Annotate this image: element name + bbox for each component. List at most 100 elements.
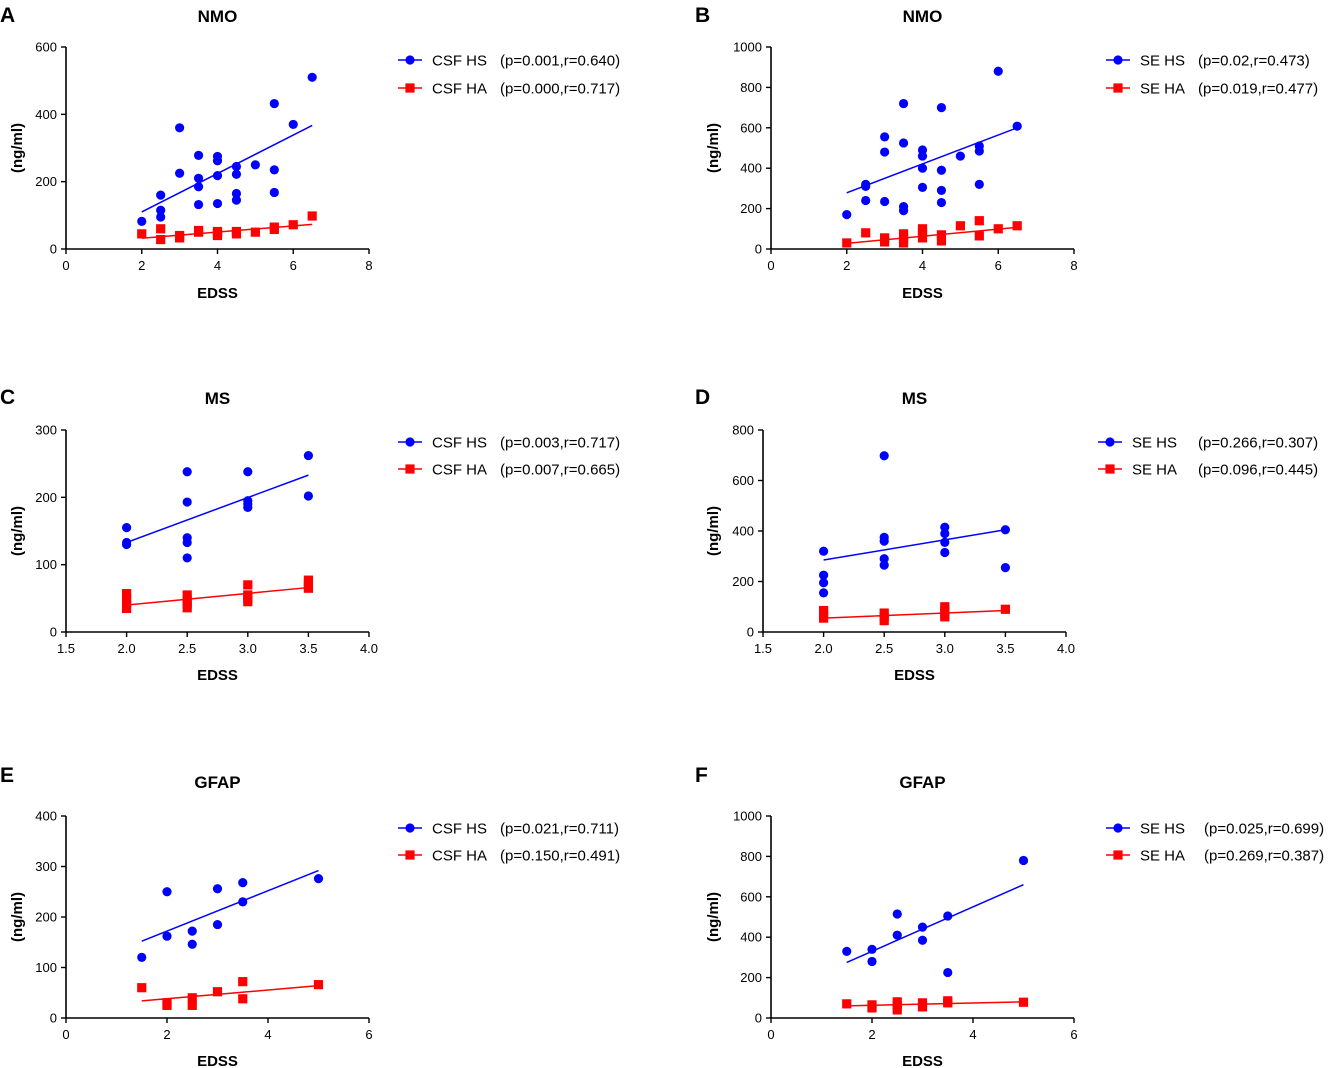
legend-stats: (p=0.000,r=0.717) <box>500 81 620 98</box>
data-point <box>917 1002 928 1012</box>
data-point <box>1012 221 1022 231</box>
data-point <box>182 537 192 548</box>
y-tick-label: 400 <box>740 161 762 176</box>
data-point <box>182 603 192 613</box>
data-point <box>269 187 279 198</box>
legend-stats: (p=0.269,r=0.387) <box>1204 848 1324 865</box>
data-point <box>193 182 204 192</box>
data-point <box>269 98 279 109</box>
x-tick-label: 4 <box>919 258 926 273</box>
data-point <box>880 237 890 247</box>
y-tick-label: 1000 <box>733 809 762 824</box>
data-point <box>162 1000 172 1010</box>
y-tick-label: 300 <box>35 423 57 438</box>
data-point <box>231 195 242 205</box>
data-point <box>1018 997 1029 1007</box>
data-point <box>974 146 984 156</box>
y-tick-label: 600 <box>35 40 57 55</box>
legend-marker <box>405 464 415 474</box>
data-point <box>187 993 197 1003</box>
data-point <box>879 560 889 570</box>
series-se-ha <box>842 996 1029 1015</box>
x-axis-label: EDSS <box>902 1053 943 1068</box>
y-tick-label: 0 <box>755 242 762 257</box>
data-point <box>819 613 829 623</box>
data-point <box>879 451 889 461</box>
legend-label: CSF HA <box>432 462 487 479</box>
y-tick-label: 600 <box>732 473 754 488</box>
y-axis-label: (ng/ml) <box>9 506 26 556</box>
data-point <box>156 190 166 200</box>
y-tick-label: 400 <box>732 524 754 539</box>
data-point <box>936 236 947 246</box>
panel-letter: E <box>0 764 14 787</box>
data-point <box>898 206 909 216</box>
legend-entry: SE HS (p=0.266,r=0.307) <box>1098 435 1318 452</box>
data-point <box>212 230 223 241</box>
data-point <box>212 919 223 930</box>
y-tick-label: 0 <box>50 1011 57 1026</box>
data-point <box>231 161 242 172</box>
regression-line <box>846 226 1018 245</box>
legend-entry: CSF HS (p=0.003,r=0.717) <box>398 435 620 452</box>
legend-label: CSF HA <box>432 81 487 98</box>
y-tick-label: 800 <box>732 423 754 438</box>
data-point <box>212 198 223 209</box>
data-point <box>936 165 947 175</box>
x-axis-label: EDSS <box>197 667 238 684</box>
y-tick-label: 200 <box>732 574 754 589</box>
data-point <box>122 593 132 603</box>
series-se-hs <box>819 451 1011 598</box>
legend-marker <box>405 850 415 860</box>
regression-line <box>126 586 309 606</box>
data-point <box>842 210 852 220</box>
data-point <box>879 554 889 564</box>
chart-panel-a: A NMO 0 2 4 6 8 0 200 400 600 EDSS (ng/ml) CSF HS (p=0… <box>0 4 620 302</box>
x-tick-label: 8 <box>1070 258 1077 273</box>
legend-stats: (p=0.266,r=0.307) <box>1198 435 1318 452</box>
y-axis-label: (ng/ml) <box>705 506 722 556</box>
data-point <box>892 930 902 940</box>
x-tick-label: 4 <box>264 1027 271 1042</box>
data-point <box>993 66 1003 76</box>
data-point <box>1000 563 1011 573</box>
data-point <box>867 956 877 967</box>
x-tick-label: 6 <box>995 258 1002 273</box>
x-tick-label: 2.0 <box>118 641 136 656</box>
data-point <box>238 878 248 888</box>
data-point <box>917 163 928 173</box>
data-point <box>243 467 253 477</box>
data-point <box>880 132 890 142</box>
data-point <box>880 147 890 157</box>
legend-label: CSF HS <box>432 435 487 452</box>
legend-entry: CSF HA (p=0.007,r=0.665) <box>398 462 620 479</box>
y-tick-label: 0 <box>50 242 57 257</box>
legend-marker <box>405 55 415 65</box>
data-point <box>250 227 260 237</box>
data-point <box>303 583 313 593</box>
legend-label: SE HA <box>1140 81 1185 98</box>
data-point <box>892 1005 902 1015</box>
data-point <box>303 575 313 585</box>
legend-entry: SE HA (p=0.096,r=0.445) <box>1098 462 1318 479</box>
data-point <box>122 599 132 609</box>
x-tick-label: 3.0 <box>936 641 954 656</box>
data-point <box>231 188 242 199</box>
legend-marker <box>405 83 415 93</box>
y-tick-label: 600 <box>740 120 762 135</box>
series-se-ha <box>819 602 1010 626</box>
x-tick-label: 0 <box>767 1027 774 1042</box>
data-point <box>867 944 877 954</box>
data-point <box>879 616 889 626</box>
y-tick-label: 800 <box>740 849 762 864</box>
legend-marker <box>405 437 415 447</box>
data-point <box>238 994 248 1004</box>
series-csf-ha <box>122 575 313 614</box>
regression-line <box>823 528 1006 561</box>
data-point <box>917 228 928 238</box>
data-point <box>861 228 871 238</box>
data-point <box>187 1000 197 1010</box>
legend-label: SE HA <box>1132 462 1177 479</box>
data-point <box>861 195 871 206</box>
x-tick-label: 6 <box>365 1027 372 1042</box>
